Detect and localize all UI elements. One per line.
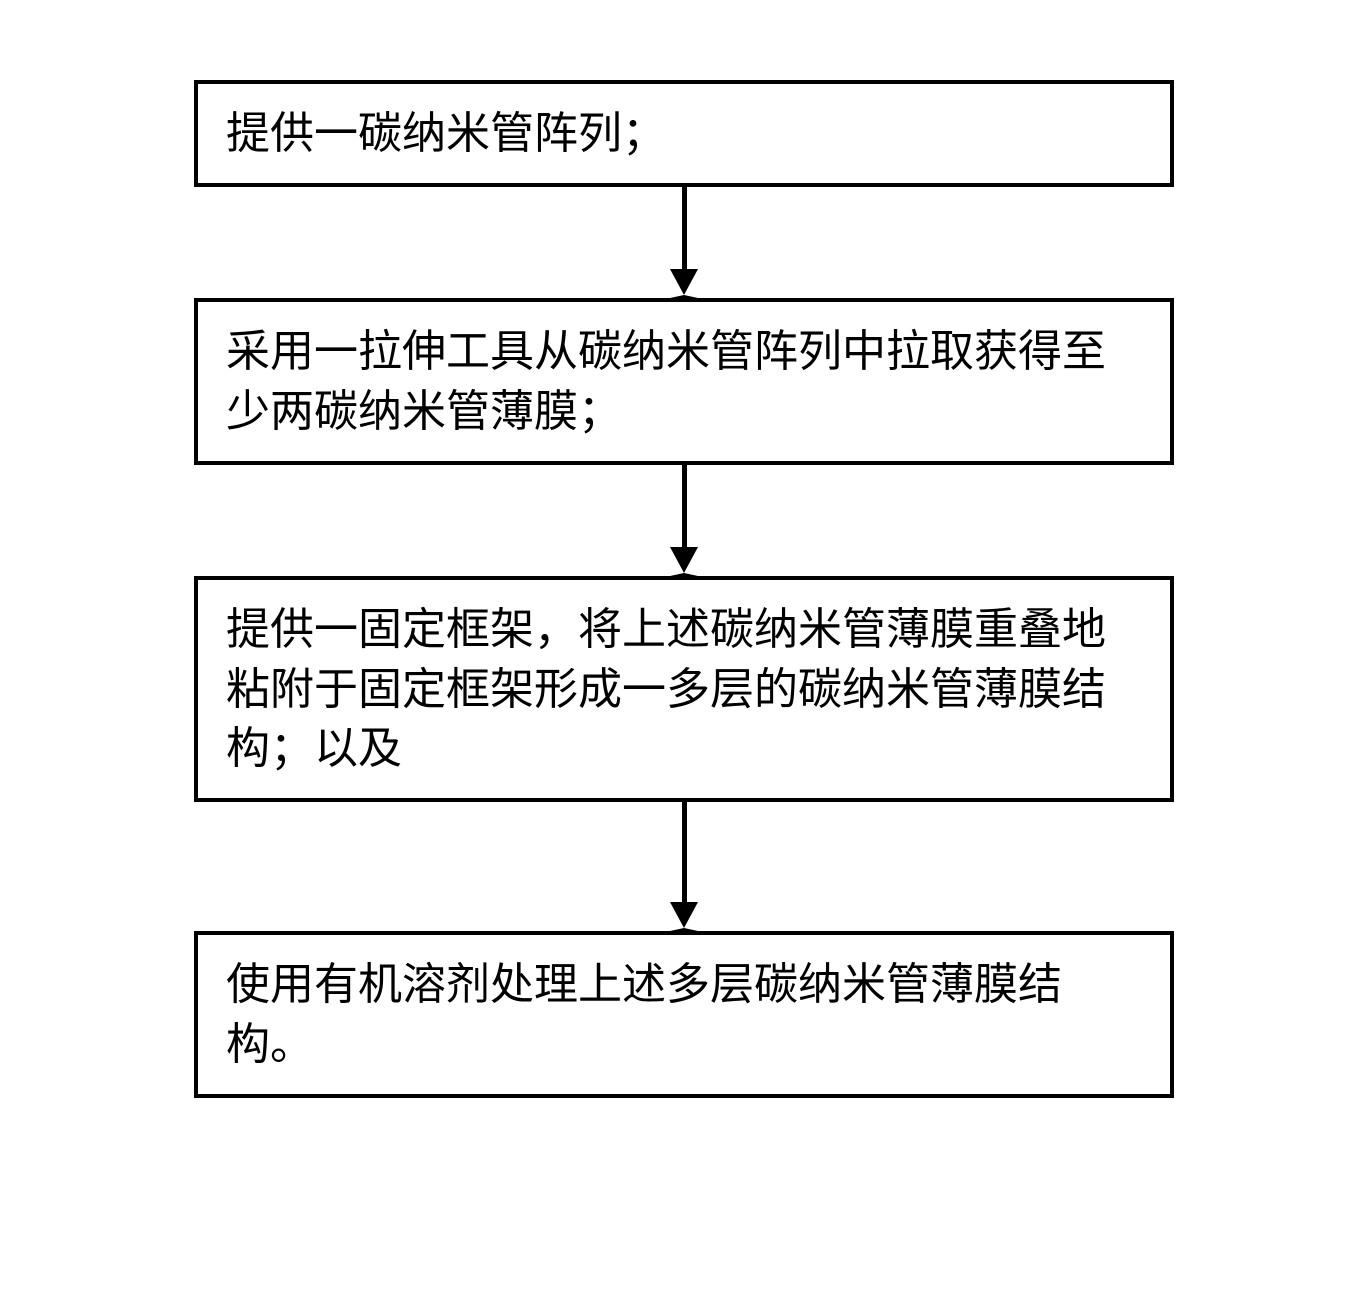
arrow-3 [670, 802, 698, 931]
arrow-2 [670, 465, 698, 576]
flowchart-step-2: 采用一拉伸工具从碳纳米管阵列中拉取获得至少两碳纳米管薄膜； [194, 298, 1174, 465]
flowchart-container: 提供一碳纳米管阵列； 采用一拉伸工具从碳纳米管阵列中拉取获得至少两碳纳米管薄膜；… [194, 80, 1174, 1098]
arrow-1-line [682, 187, 687, 269]
arrow-3-head [670, 902, 698, 931]
step-3-text: 提供一固定框架，将上述碳纳米管薄膜重叠地粘附于固定框架形成一多层的碳纳米管薄膜结… [226, 605, 1106, 773]
flowchart-step-1: 提供一碳纳米管阵列； [194, 80, 1174, 187]
arrow-1 [670, 187, 698, 298]
arrow-1-head [670, 269, 698, 298]
arrow-3-line [682, 802, 687, 902]
flowchart-step-3: 提供一固定框架，将上述碳纳米管薄膜重叠地粘附于固定框架形成一多层的碳纳米管薄膜结… [194, 576, 1174, 802]
flowchart-step-4: 使用有机溶剂处理上述多层碳纳米管薄膜结构。 [194, 931, 1174, 1098]
step-4-text: 使用有机溶剂处理上述多层碳纳米管薄膜结构。 [226, 960, 1062, 1068]
arrow-2-line [682, 465, 687, 547]
arrow-2-head [670, 547, 698, 576]
step-1-text: 提供一碳纳米管阵列； [226, 109, 666, 158]
step-2-text: 采用一拉伸工具从碳纳米管阵列中拉取获得至少两碳纳米管薄膜； [226, 327, 1106, 435]
